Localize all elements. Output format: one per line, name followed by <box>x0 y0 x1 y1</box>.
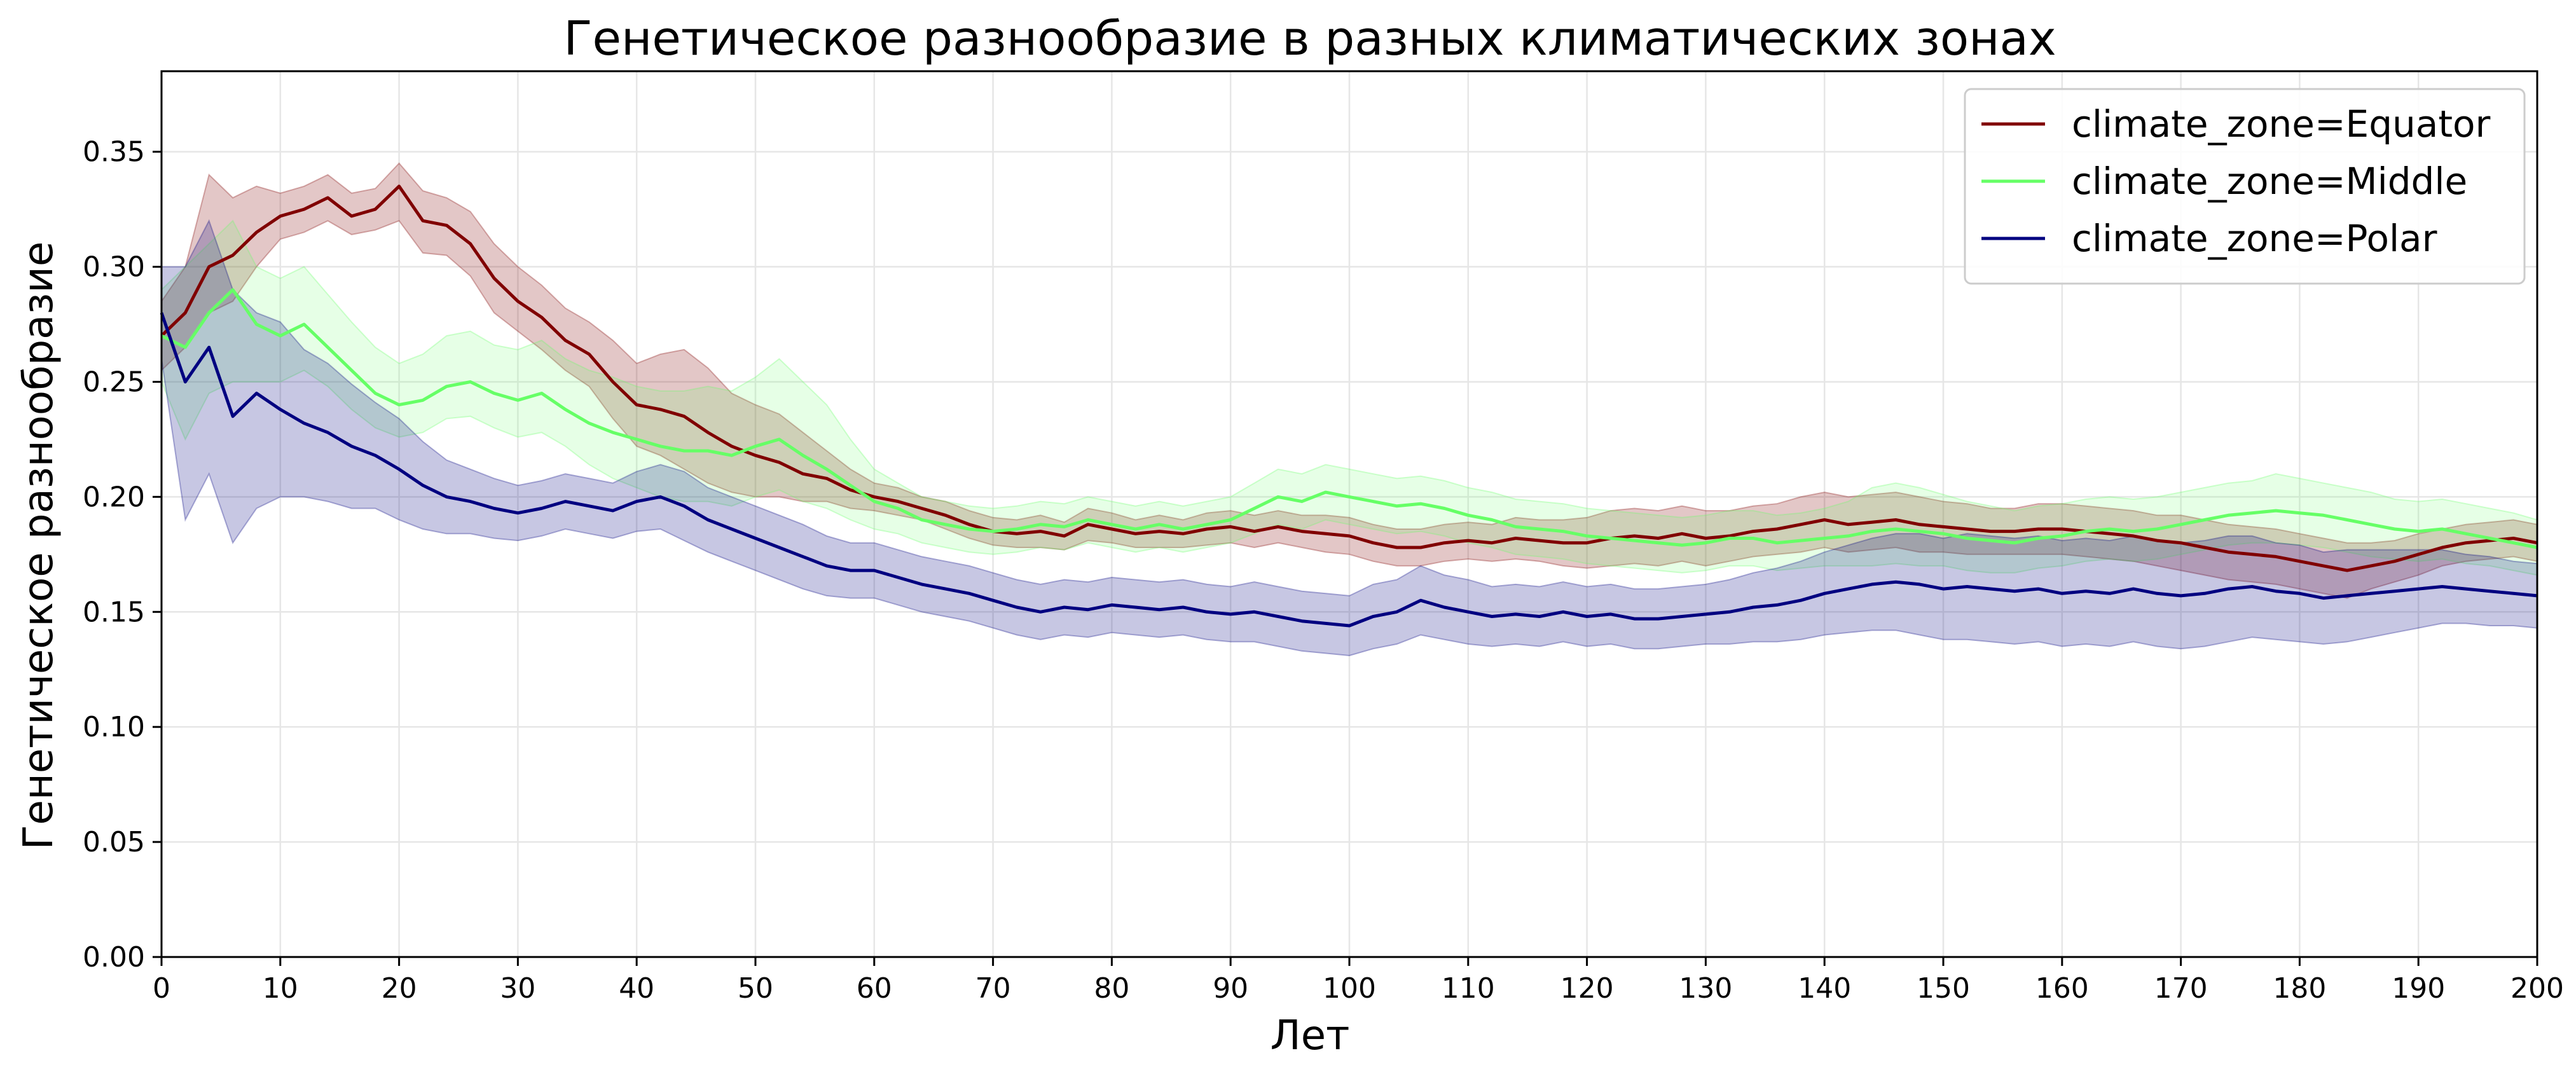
line-equator <box>160 184 2538 572</box>
x-tick-label: 30 <box>500 972 535 1005</box>
line-middle <box>160 288 2538 549</box>
y-axis-ticks: 0.00 0.05 0.10 0.15 0.20 0.25 0.30 0.35 <box>83 136 162 974</box>
y-tick-label: 0.30 <box>83 251 145 284</box>
y-tick-label: 0.05 <box>83 826 145 858</box>
y-tick-label: 0.10 <box>83 711 145 743</box>
legend: climate_zone=Equator climate_zone=Middlec… <box>1964 88 2526 285</box>
y-tick-label: 0.20 <box>83 481 145 513</box>
x-axis-ticks: 0 10 20 30 40 50 60 70 80 90 100 110 120 130 140 150 160… <box>153 957 2564 1005</box>
legend-box <box>1964 88 2526 285</box>
y-tick-label: 0.00 <box>83 941 145 974</box>
x-tick-label: 150 <box>1917 972 1970 1005</box>
x-tick-label: 100 <box>1323 972 1376 1005</box>
x-tick-label: 40 <box>619 972 654 1005</box>
x-tick-label: 60 <box>857 972 892 1005</box>
x-tick-label: 110 <box>1442 972 1495 1005</box>
x-tick-label: 200 <box>2511 972 2564 1005</box>
y-tick-label: 0.15 <box>83 596 145 628</box>
line-polar <box>160 312 2538 628</box>
x-tick-label: 190 <box>2392 972 2445 1005</box>
x-tick-label: 170 <box>2154 972 2208 1005</box>
x-tick-label: 0 <box>153 972 170 1005</box>
x-tick-label: 90 <box>1213 972 1248 1005</box>
legend-label-middle: climate_zone=Middle <box>2072 160 2467 203</box>
x-tick-label: 120 <box>1560 972 1614 1005</box>
legend-label-polar: climate_zone=Polar <box>2072 217 2437 260</box>
x-tick-label: 70 <box>975 972 1011 1005</box>
chart-title: Генетическое разнообразие в разных клима… <box>563 11 2056 66</box>
legend-label-equator: climate_zone=Equator <box>2072 102 2491 146</box>
x-axis-label: Лет <box>1271 1012 1350 1059</box>
x-tick-label: 80 <box>1094 972 1129 1005</box>
x-tick-label: 140 <box>1798 972 1851 1005</box>
y-tick-label: 0.35 <box>83 136 145 169</box>
x-tick-label: 10 <box>263 972 298 1005</box>
x-tick-label: 20 <box>382 972 417 1005</box>
series-lines <box>160 184 2538 628</box>
x-tick-label: 130 <box>1679 972 1732 1005</box>
y-axis-label: Генетическое разнообразие <box>15 242 62 850</box>
x-tick-label: 50 <box>738 972 773 1005</box>
x-tick-label: 160 <box>2035 972 2089 1005</box>
y-tick-label: 0.25 <box>83 366 145 398</box>
x-tick-label: 180 <box>2273 972 2326 1005</box>
